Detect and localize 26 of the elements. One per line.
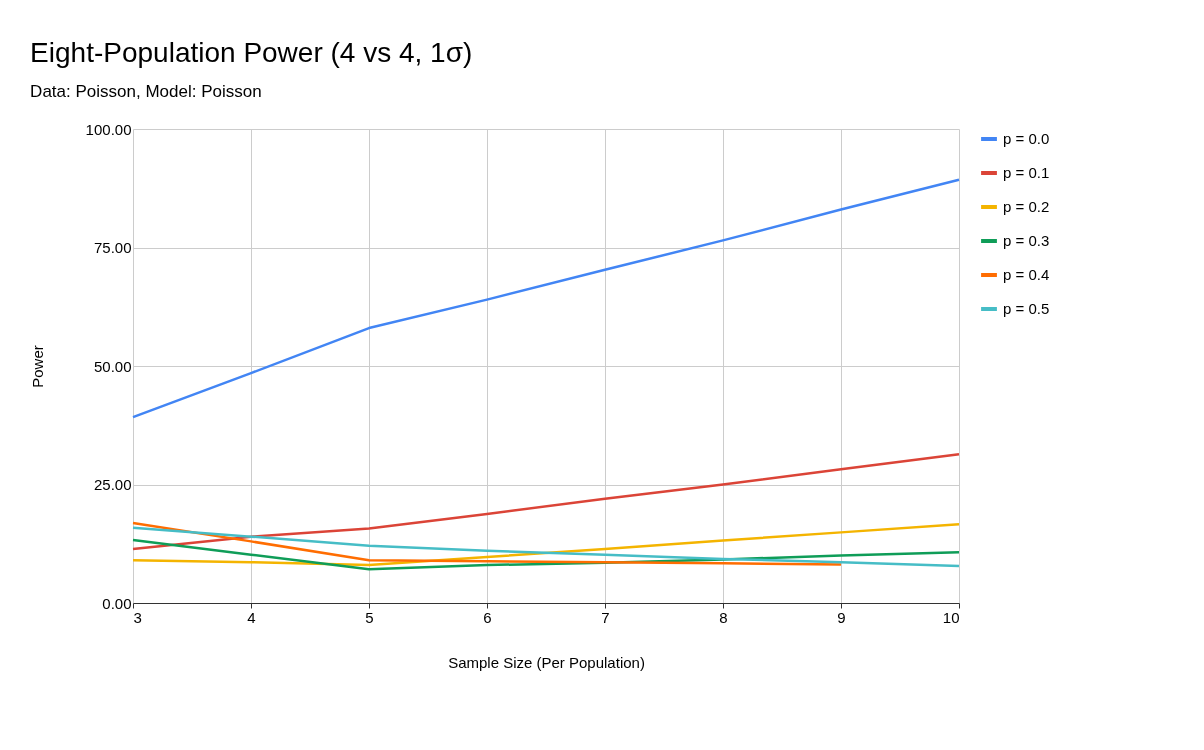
x-tick-label: 6 (483, 608, 492, 626)
line-series (131, 521, 843, 566)
x-tick-label: 5 (365, 608, 374, 626)
y-tick-label: 75.00 (93, 239, 132, 256)
x-tick-label: 9 (837, 608, 846, 626)
legend-label: p = 0.4 (1003, 266, 1050, 283)
x-tick-label: 10 (942, 608, 960, 626)
line-series (131, 178, 961, 419)
y-axis-title: Power (28, 345, 46, 388)
x-axis-title: Sample Size (Per Population) (448, 653, 645, 671)
y-tick-label: 100.00 (85, 120, 132, 138)
legend-label: p = 0.0 (1003, 130, 1050, 147)
x-tick-label: 4 (247, 608, 256, 626)
y-tick-label: 0.00 (102, 594, 132, 612)
legend-label: p = 0.1 (1003, 164, 1050, 181)
chart-subtitle: Data: Poisson, Model: Poisson (30, 82, 262, 101)
y-tick-label: 50.00 (93, 357, 132, 375)
x-tick-label: 8 (719, 608, 728, 626)
x-tick-label: 3 (133, 608, 142, 626)
x-tick-label: 7 (601, 608, 610, 626)
y-tick-label: 25.00 (93, 476, 132, 493)
legend-label: p = 0.5 (1003, 300, 1050, 317)
chart-title: Eight-Population Power (4 vs 4, 1σ) (30, 37, 473, 68)
legend-label: p = 0.3 (1003, 232, 1050, 249)
legend-label: p = 0.2 (1003, 198, 1050, 215)
line-series (131, 452, 961, 551)
